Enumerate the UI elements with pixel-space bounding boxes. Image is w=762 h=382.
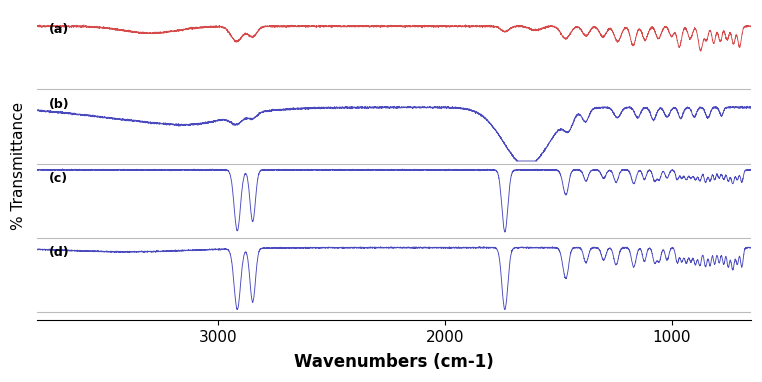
Text: (b): (b) xyxy=(49,98,69,111)
Text: (d): (d) xyxy=(49,246,69,259)
X-axis label: Wavenumbers (cm-1): Wavenumbers (cm-1) xyxy=(294,353,494,371)
Y-axis label: % Transmittance: % Transmittance xyxy=(11,101,26,230)
Text: (c): (c) xyxy=(49,172,68,185)
Text: (a): (a) xyxy=(49,23,69,37)
